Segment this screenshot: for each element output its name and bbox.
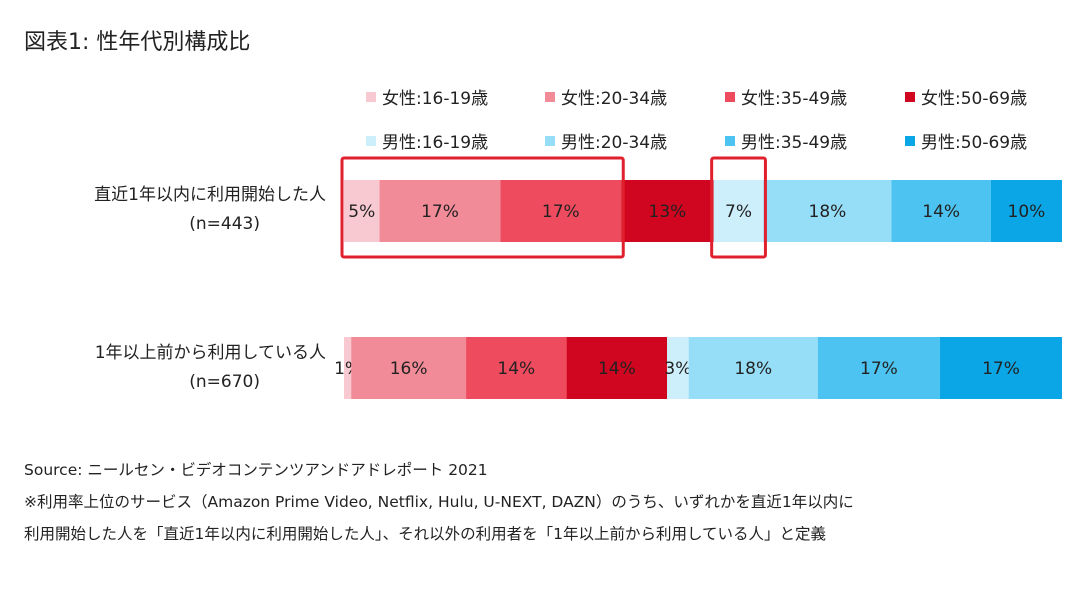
legend-swatch (366, 135, 376, 146)
legend-item: 女性:20-34歳 (545, 84, 667, 109)
legend-item: 男性:35-49歳 (725, 128, 847, 153)
legend-label: 男性:35-49歳 (741, 133, 848, 153)
bar-segment (621, 180, 714, 242)
chart-title: 図表1: 性年代別構成比 (24, 30, 251, 55)
legend-swatch (905, 91, 915, 102)
row-label-recent: 直近1年以内に利用開始した人 (n=443) (94, 181, 326, 239)
data-label: 5% (348, 202, 375, 222)
legend-swatch (366, 91, 376, 102)
data-label: 17% (421, 202, 459, 222)
bar-segment (817, 337, 940, 399)
row-label-longterm: 1年以上前から利用している人 (n=670) (95, 339, 326, 397)
legend-label: 女性:20-34歳 (561, 89, 668, 109)
data-label: 17% (860, 359, 898, 379)
legend-label: 男性:20-34歳 (561, 133, 668, 153)
highlight-box (340, 156, 625, 259)
bar-segment (351, 337, 467, 399)
bar-segment (939, 337, 1062, 399)
legend-swatch (545, 135, 555, 146)
bar-segment (566, 337, 668, 399)
row-label-recent-text: 直近1年以内に利用開始した人 (94, 185, 326, 205)
bar-segment (990, 180, 1062, 242)
legend-label: 男性:50-69歳 (921, 133, 1028, 153)
data-label: 17% (982, 359, 1020, 379)
data-label: 13% (649, 202, 687, 222)
legend-item: 女性:35-49歳 (725, 84, 847, 109)
bar-segment (344, 180, 380, 242)
data-label: 16% (390, 359, 428, 379)
data-label: 14% (922, 202, 960, 222)
data-label: 3% (664, 359, 691, 379)
legend-swatch (725, 135, 735, 146)
legend-item: 女性:50-69歳 (905, 84, 1027, 109)
legend-swatch (905, 135, 915, 146)
bar-segment (500, 180, 622, 242)
row-label-longterm-text: 1年以上前から利用している人 (94, 343, 326, 363)
legend-label: 女性:16-19歳 (382, 89, 489, 109)
note-line-2: 利用開始した人を「直近1年以内に利用開始した人」、それ以外の利用者を「1年以上前… (24, 525, 827, 543)
legend-swatch (725, 91, 735, 102)
legend-label: 男性:16-19歳 (382, 133, 489, 153)
bar-segment (763, 180, 892, 242)
legend-item: 男性:16-19歳 (366, 128, 488, 153)
bar-segment (466, 337, 567, 399)
highlight-box (710, 156, 767, 259)
bar-segment (688, 337, 818, 399)
bar-segment (344, 337, 352, 399)
legend-swatch (545, 91, 555, 102)
data-label: 17% (542, 202, 580, 222)
row-label-longterm-n: (n=670) (189, 372, 260, 392)
data-label: 7% (725, 202, 752, 222)
note-line-1: ※利用率上位のサービス（Amazon Prime Video, Netflix,… (24, 493, 854, 511)
data-label: 18% (734, 359, 772, 379)
row-label-recent-n: (n=443) (189, 214, 260, 234)
bar-segment (713, 180, 764, 242)
source-text: Source: ニールセン・ビデオコンテンツアンドアドレポート 2021 (24, 461, 488, 479)
legend-item: 男性:20-34歳 (545, 128, 667, 153)
data-label: 14% (497, 359, 535, 379)
legend-item: 男性:50-69歳 (905, 128, 1027, 153)
data-label: 10% (1008, 202, 1046, 222)
legend-label: 女性:35-49歳 (741, 89, 848, 109)
bar-segment (667, 337, 689, 399)
data-label: 14% (598, 359, 636, 379)
legend-item: 女性:16-19歳 (366, 84, 488, 109)
bar-segment (891, 180, 991, 242)
data-label: 18% (809, 202, 847, 222)
bar-segment (379, 180, 501, 242)
legend-label: 女性:50-69歳 (921, 89, 1028, 109)
